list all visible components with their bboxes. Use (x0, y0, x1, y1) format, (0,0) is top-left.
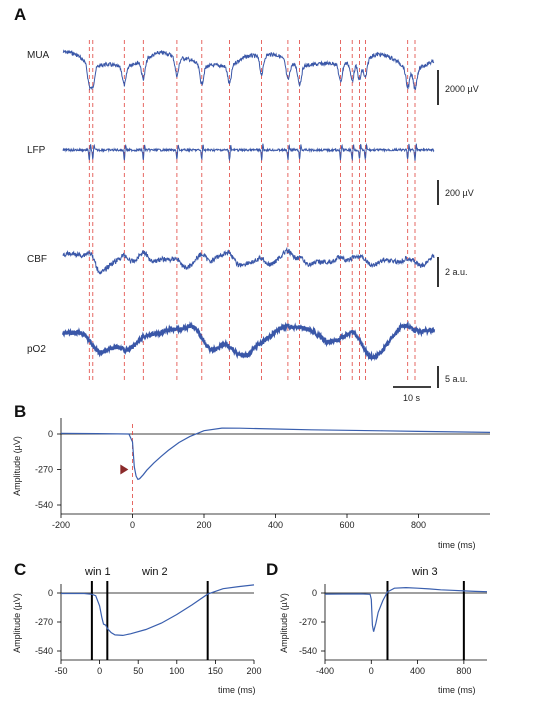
trace-label-lfp: LFP (27, 145, 46, 156)
panel-c-x-label: time (ms) (218, 685, 256, 695)
panel-b-xtick-label-0: -200 (52, 520, 70, 530)
panel-a-event-lines (88, 40, 416, 383)
panel-d-ytick-label-2: -540 (299, 646, 317, 656)
panel-b-y-label: Amplitude (µV) (12, 436, 22, 496)
panel-c-xtick-label-2: 50 (133, 666, 143, 676)
panel-c-xtick-label-0: -50 (54, 666, 67, 676)
panel-d-ticks: -400 0 400 800 0 -270 -540 (299, 588, 471, 676)
panel-d-xtick-label-2: 400 (410, 666, 425, 676)
panel-c-ytick-label-0: 0 (48, 588, 53, 598)
panel-c-xtick-label-1: 0 (97, 666, 102, 676)
panel-b-xtick-label-4: 600 (339, 520, 354, 530)
panel-b-ticks: -200 0 200 400 600 800 0 -270 -540 (35, 429, 426, 530)
panel-c-y-label: Amplitude (µV) (12, 593, 22, 653)
mua-trace (62, 49, 435, 91)
panel-a-letter: A (14, 5, 26, 24)
win-3-label: win 3 (411, 566, 438, 578)
panel-c-xtick-label-3: 100 (169, 666, 184, 676)
panel-b-xtick-label-3: 400 (268, 520, 283, 530)
po2-trace (61, 320, 436, 362)
panel-c-xtick-label-4: 150 (208, 666, 223, 676)
trace-label-po2: pO2 (27, 344, 46, 355)
panel-c-xtick-label-5: 200 (246, 666, 261, 676)
panel-c-average-trace (61, 584, 255, 637)
panel-b-xtick-label-2: 200 (196, 520, 211, 530)
panel-b-xtick-label-1: 0 (130, 520, 135, 530)
panel-d-ytick-label-0: 0 (312, 588, 317, 598)
mua-scale-label: 2000 µV (445, 84, 479, 94)
panel-b-x-label: time (ms) (438, 540, 476, 550)
panel-d-letter: D (266, 560, 278, 579)
panel-d-xtick-label-1: 0 (369, 666, 374, 676)
panel-c-ytick-label-2: -540 (35, 646, 53, 656)
cbf-trace (62, 246, 435, 275)
panel-d-window-lines (386, 581, 465, 660)
panel-c-letter: C (14, 560, 26, 579)
win-2-label: win 2 (141, 566, 168, 578)
time-scale-label: 10 s (403, 393, 421, 403)
win-1-label: win 1 (84, 566, 111, 578)
panel-b-ytick-label-1: -270 (35, 465, 53, 475)
lfp-trace (62, 142, 435, 162)
trace-label-mua: MUA (27, 50, 50, 61)
panel-d-ytick-label-1: -270 (299, 617, 317, 627)
panel-d-y-label: Amplitude (µV) (279, 593, 289, 653)
panel-d-average-trace (324, 586, 488, 632)
lfp-scale-label: 200 µV (445, 188, 474, 198)
panel-d-xtick-label-3: 800 (456, 666, 471, 676)
triangle-marker-icon (120, 464, 129, 475)
panel-c-ticks: -50 0 50 100 150 200 0 -270 -540 (35, 588, 262, 676)
panel-c-ytick-label-1: -270 (35, 617, 53, 627)
panel-b-ytick-label-0: 0 (48, 429, 53, 439)
trace-label-cbf: CBF (27, 254, 47, 265)
panel-d-x-label: time (ms) (438, 685, 476, 695)
panel-b-average-trace (60, 427, 491, 481)
po2-scale-label: 5 a.u. (445, 374, 468, 384)
cbf-scale-label: 2 a.u. (445, 267, 468, 277)
panel-b-letter: B (14, 402, 26, 421)
panel-b-xtick-label-5: 800 (411, 520, 426, 530)
panel-d-xtick-label-0: -400 (316, 666, 334, 676)
panel-b-ytick-label-2: -540 (35, 500, 53, 510)
